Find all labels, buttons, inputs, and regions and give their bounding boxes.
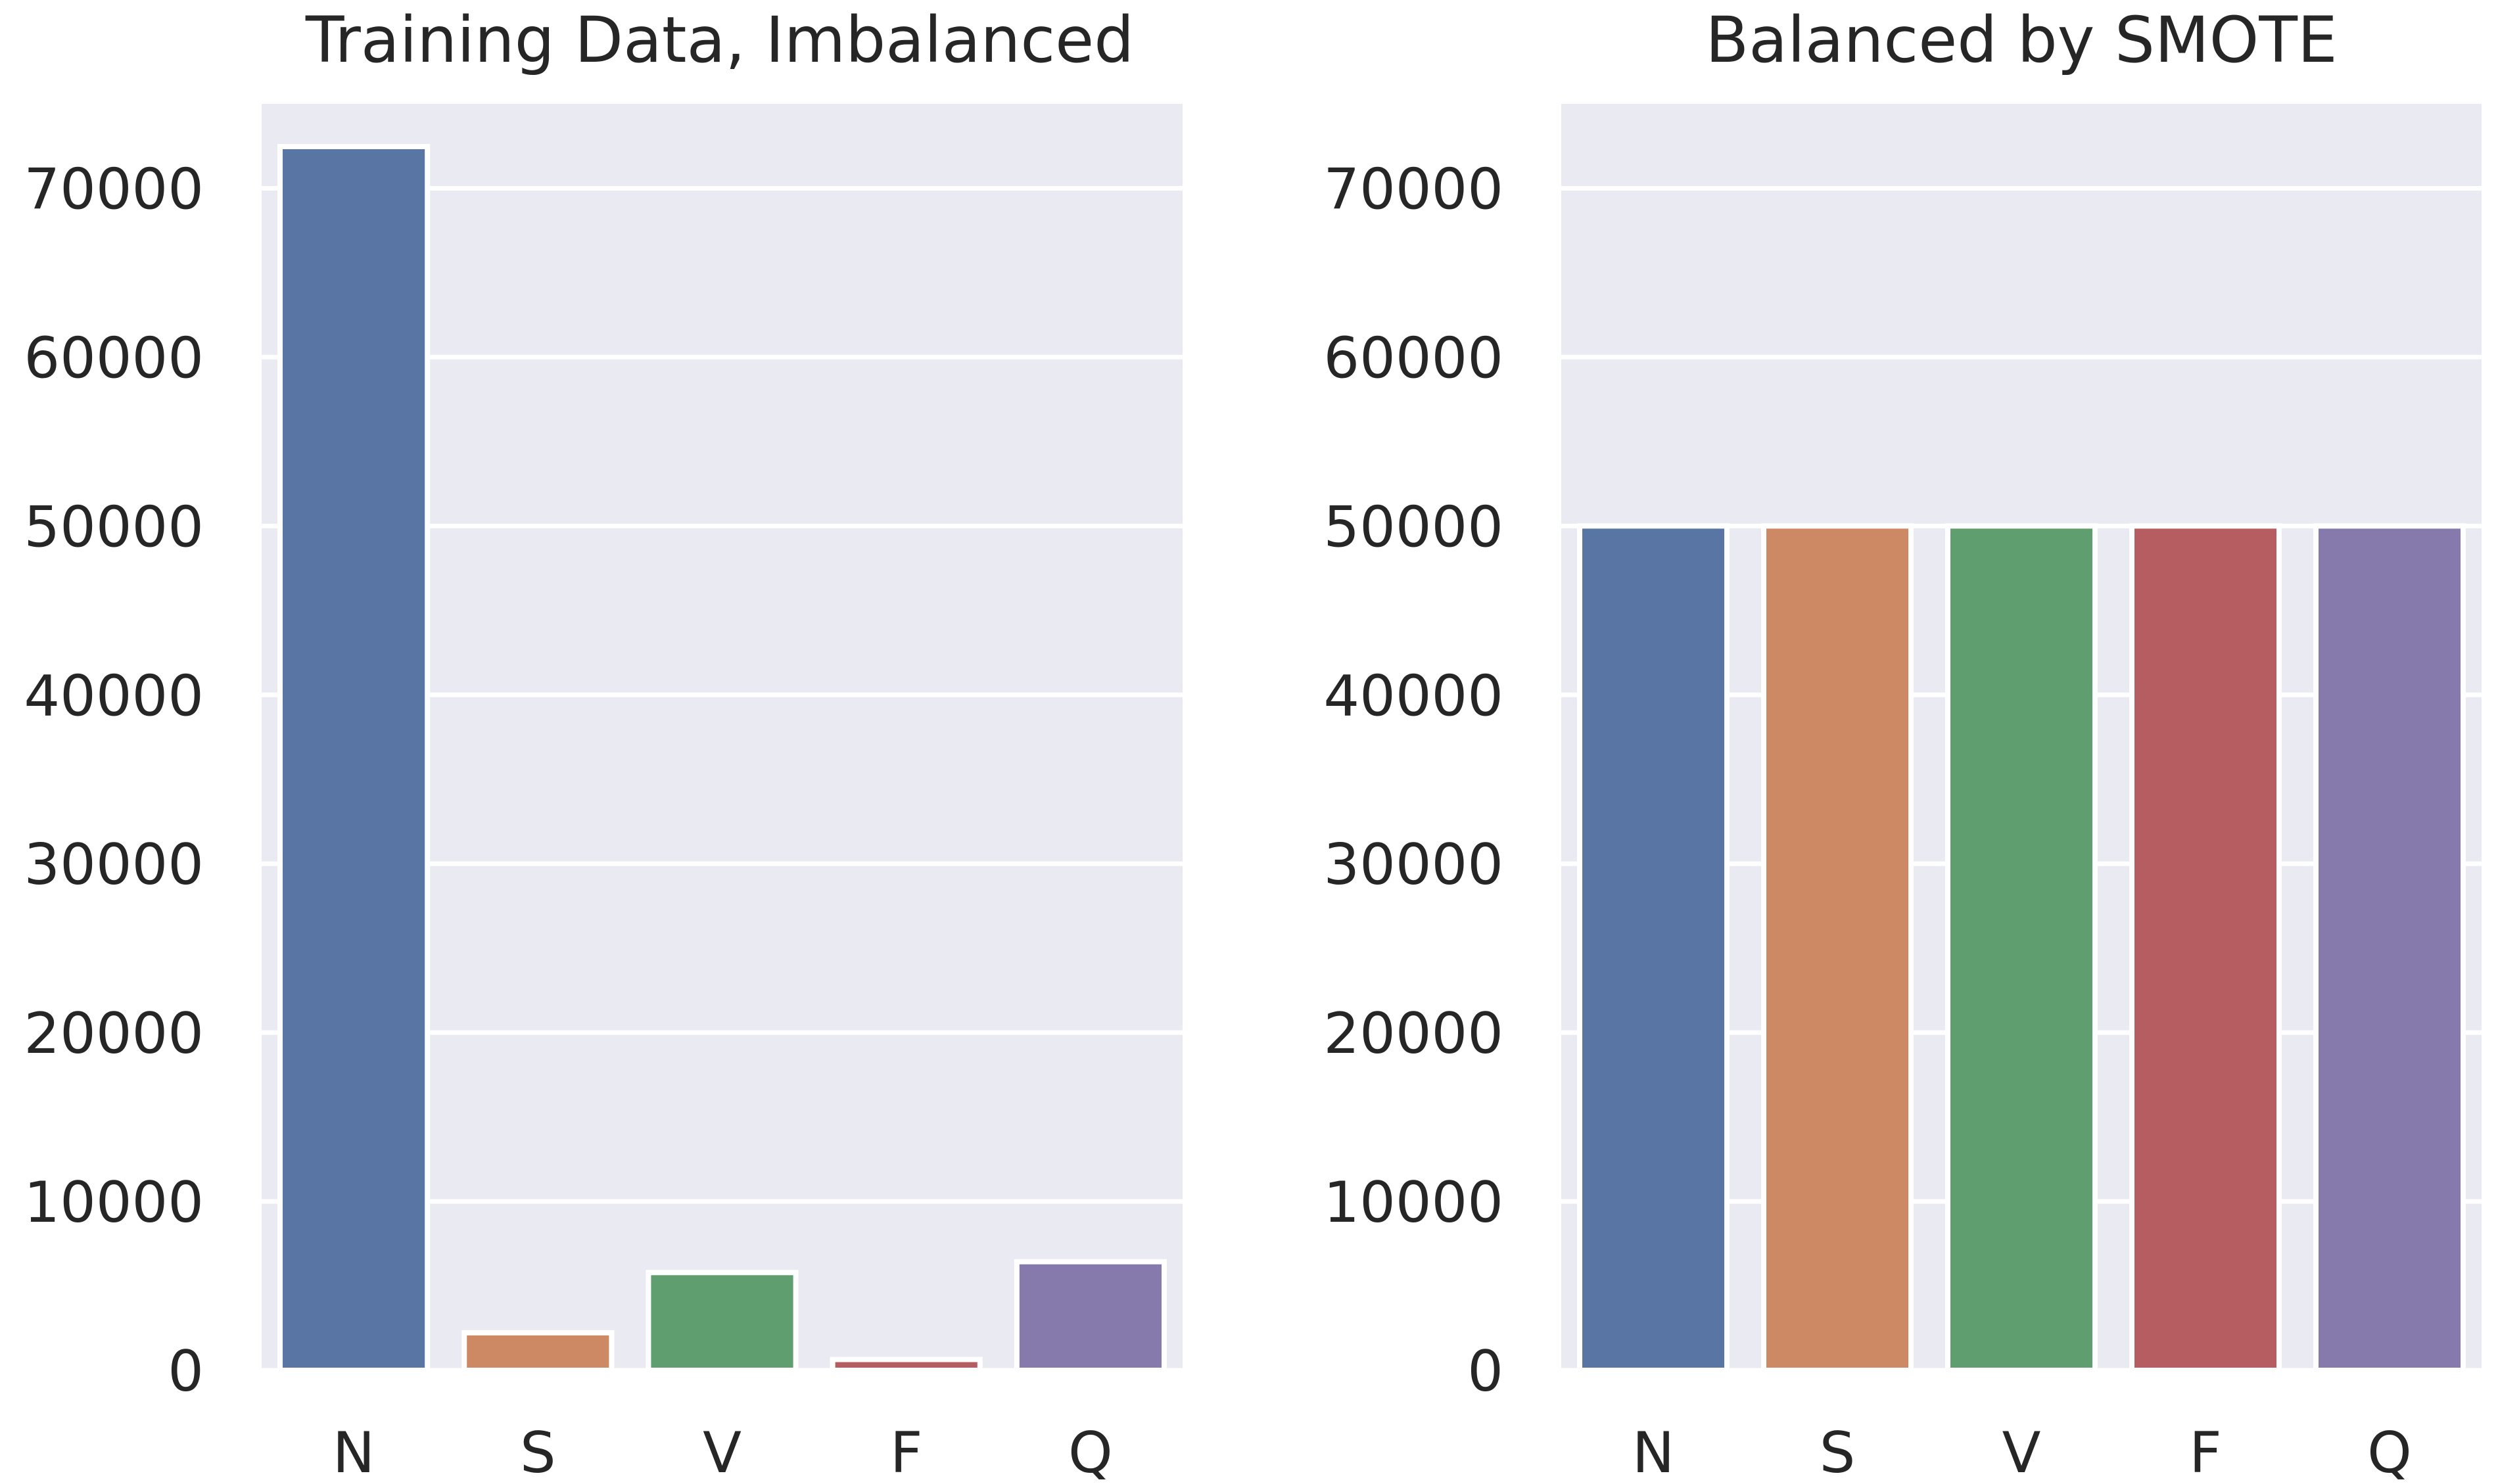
y-tick-label: 20000	[24, 1001, 204, 1067]
y-tick-label: 70000	[1323, 156, 1503, 222]
bar-s	[1761, 523, 1914, 1373]
x-tick-label: Q	[1068, 1420, 1113, 1481]
x-tick-label: N	[333, 1420, 375, 1481]
x-tick-label: V	[703, 1420, 742, 1481]
y-tick-label: 30000	[24, 832, 204, 898]
x-tick-label: V	[2002, 1420, 2041, 1481]
bar-f	[2129, 523, 2282, 1373]
bar-s	[461, 1330, 615, 1373]
x-tick-label: Q	[2367, 1420, 2412, 1481]
y-tick-label: 50000	[1323, 494, 1503, 560]
x-tick-label: S	[520, 1420, 556, 1481]
chart-title: Training Data, Imbalanced	[305, 3, 1134, 77]
x-tick-label: F	[890, 1420, 922, 1481]
y-tick-label: 10000	[24, 1170, 204, 1236]
y-tick-label: 40000	[24, 663, 204, 729]
bar-v	[1945, 523, 2098, 1373]
chart-panel-smote: 0 10000 20000 30000 40000 50000 60000 70000 N S V F…	[1323, 3, 2482, 1484]
bar-v	[646, 1270, 799, 1373]
y-tick-label: 30000	[1323, 832, 1503, 898]
y-tick-label: 40000	[1323, 663, 1503, 729]
x-tick-label: F	[2189, 1420, 2221, 1481]
bar-f	[830, 1356, 983, 1373]
y-tick-label: 10000	[1323, 1170, 1503, 1236]
bar-q	[2313, 523, 2466, 1373]
bar-q	[1014, 1259, 1167, 1373]
y-tick-label: 20000	[1323, 1001, 1503, 1067]
x-tick-label: N	[1632, 1420, 1674, 1481]
y-tick-label: 50000	[24, 494, 204, 560]
y-tick-label: 60000	[24, 325, 204, 391]
bar-n	[277, 143, 431, 1374]
y-tick-label: 70000	[24, 156, 204, 222]
chart-title: Balanced by SMOTE	[1705, 3, 2337, 77]
bar-n	[1577, 523, 1730, 1373]
x-tick-label: S	[1820, 1420, 1856, 1481]
y-tick-label: 0	[168, 1339, 204, 1404]
chart-panel-imbalanced: 0 10000 20000 30000 40000 50000 60000 70000 N S V F…	[24, 3, 1183, 1484]
y-tick-label: 0	[1467, 1339, 1503, 1404]
y-tick-label: 60000	[1323, 325, 1503, 391]
